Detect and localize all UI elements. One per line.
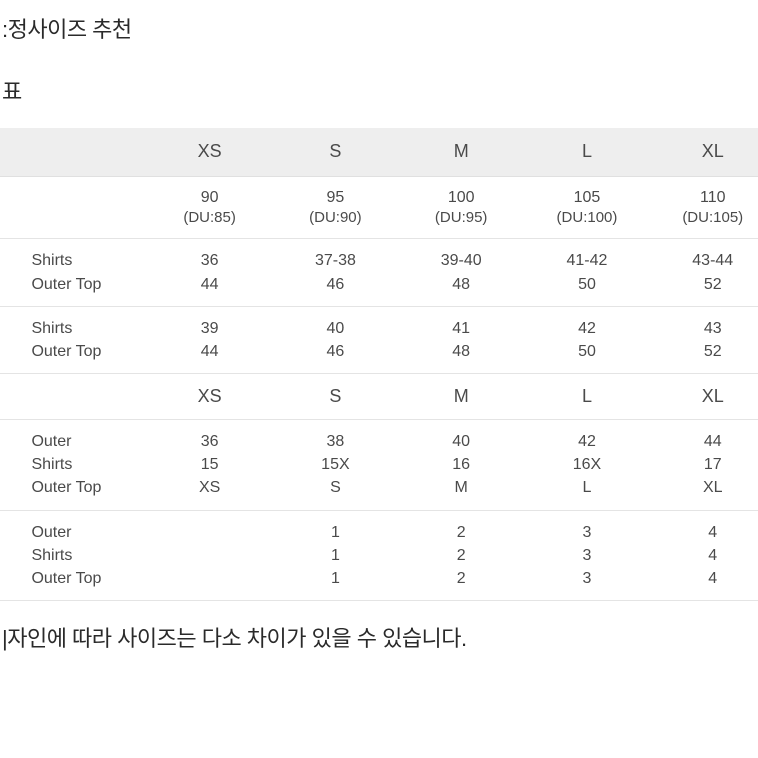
col-m: M [398,128,524,176]
col-l: L [524,128,650,176]
group4-row: Outer Shirts Outer Top 111 222 333 444 [0,510,758,601]
col-xs: XS [147,128,273,176]
col-s: S [273,128,399,176]
mid-size-row: XS S M L XL [0,374,758,420]
group2-row: Shirts Outer Top 3944 4046 4148 4250 435… [0,306,758,373]
group1-row: Shirts Outer Top 3644 37-3846 39-4048 41… [0,239,758,306]
size-chart-table: XS S M L XL 90(DU:85) 95(DU:90) 100(DU:9… [0,128,758,601]
size-footnote: |자인에 따라 사이즈는 다소 차이가 있을 수 있습니다. [0,621,758,653]
size-recommendation-heading: :정사이즈 추천 [0,12,758,44]
group3-row: Outer Shirts Outer Top 3615XS 3815XS 401… [0,420,758,511]
du-row: 90(DU:85) 95(DU:90) 100(DU:95) 105(DU:10… [0,176,758,239]
size-header-row: XS S M L XL [0,128,758,176]
col-xl: XL [650,128,758,176]
size-chart-subheading: 표 [0,74,758,106]
